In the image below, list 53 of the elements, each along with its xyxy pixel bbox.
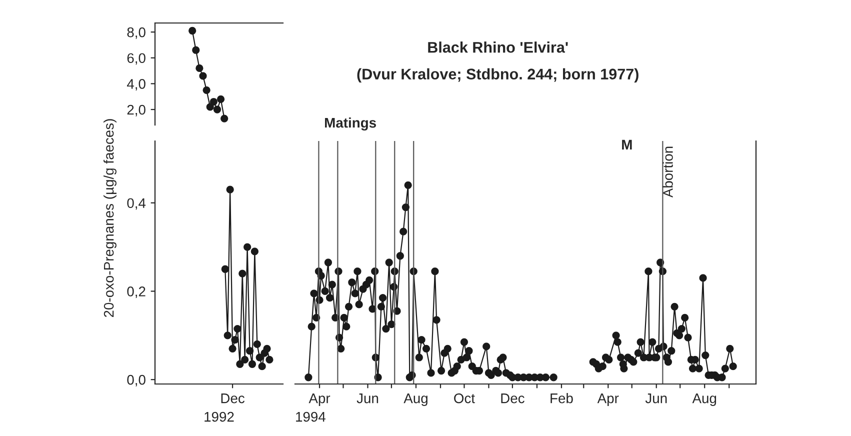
point <box>266 356 274 364</box>
y-tick-label: 6,0 <box>127 53 146 65</box>
point <box>228 344 236 352</box>
point <box>236 360 244 368</box>
y-axis-title: 20-oxo-Pregnanes (µg/g faeces) <box>104 119 116 318</box>
point <box>231 336 239 344</box>
point <box>248 360 256 368</box>
point <box>241 356 249 364</box>
x-tick-label: Jun <box>356 394 378 404</box>
point <box>226 186 234 194</box>
y-tick-label: 0,0 <box>127 374 146 386</box>
point <box>263 344 271 352</box>
x-tick-label: Aug <box>692 394 716 406</box>
y-tick-label: 0,4 <box>127 198 146 210</box>
point <box>221 265 229 273</box>
x-tick-label: Apr <box>308 394 330 406</box>
y-tick-label: 0,2 <box>127 286 146 298</box>
point <box>210 98 218 106</box>
x-tick-label: Feb <box>550 393 573 404</box>
chart-title: Black Rhino 'Elvira' <box>428 42 568 53</box>
x-tick-label: Oct <box>454 393 475 404</box>
point <box>246 347 254 355</box>
point <box>224 332 232 340</box>
y-tick-label: 2,0 <box>127 104 146 116</box>
point <box>216 95 225 103</box>
point <box>256 354 264 362</box>
point <box>250 248 259 256</box>
x-tick-label: Dec <box>501 394 524 404</box>
point <box>213 106 222 114</box>
chart-subtitle: (Dvur Kralove; Stdbno. 244; born 1977) <box>357 68 638 83</box>
point <box>196 64 204 72</box>
point <box>199 72 207 80</box>
x-tick-label: Aug <box>404 394 428 406</box>
text: Matings <box>325 117 376 130</box>
y-tick-label: 8,0 <box>127 27 146 39</box>
point <box>258 362 266 370</box>
point <box>253 340 261 348</box>
point <box>206 103 214 111</box>
x-tick-label: Jun <box>645 394 667 404</box>
point <box>202 86 210 94</box>
y-tick-label: 4,0 <box>126 79 146 90</box>
x-tick-label: Apr <box>597 394 619 406</box>
point <box>243 243 252 251</box>
x-axis-title: 1994 <box>296 412 326 422</box>
point <box>188 26 196 35</box>
ref-line-label: Abortion <box>662 146 673 198</box>
point <box>220 114 228 122</box>
annotation: M <box>622 140 632 150</box>
x-axis-title: 1992 <box>204 412 234 422</box>
x-tick-label: Dec <box>221 394 245 404</box>
point <box>234 324 242 333</box>
point <box>238 270 246 278</box>
point <box>192 46 200 54</box>
